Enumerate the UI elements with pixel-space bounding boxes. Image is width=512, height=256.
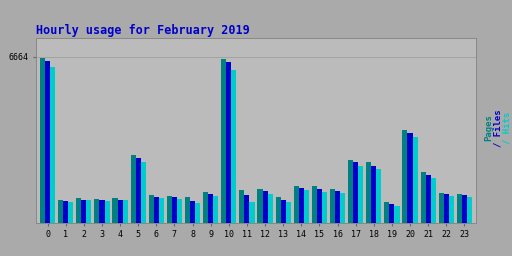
Bar	[389, 204, 394, 223]
Bar	[190, 201, 195, 223]
Bar	[131, 155, 136, 223]
Bar	[444, 194, 449, 223]
Bar	[408, 133, 413, 223]
Bar	[213, 196, 218, 223]
Bar	[275, 197, 281, 223]
Bar	[203, 191, 208, 223]
Bar	[385, 201, 389, 223]
Bar	[394, 206, 399, 223]
Bar	[322, 192, 327, 223]
Bar	[63, 201, 68, 223]
Bar	[172, 197, 177, 223]
Bar	[249, 202, 254, 223]
Bar	[268, 194, 273, 223]
Bar	[185, 197, 190, 223]
Bar	[123, 200, 127, 223]
Bar	[113, 198, 118, 223]
Bar	[159, 198, 164, 223]
Text: Pages: Pages	[484, 115, 494, 141]
Text: / Files: / Files	[494, 109, 503, 147]
Bar	[40, 58, 45, 223]
Bar	[50, 67, 55, 223]
Bar	[239, 190, 244, 223]
Bar	[340, 193, 345, 223]
Bar	[68, 202, 73, 223]
Bar	[195, 203, 200, 223]
Bar	[208, 194, 213, 223]
Bar	[286, 202, 291, 223]
Bar	[420, 172, 425, 223]
Bar	[294, 186, 299, 223]
Bar	[258, 189, 263, 223]
Bar	[167, 196, 172, 223]
Bar	[118, 200, 123, 223]
Bar	[304, 190, 309, 223]
Bar	[467, 197, 472, 223]
Bar	[462, 195, 467, 223]
Bar	[425, 175, 431, 223]
Bar	[431, 178, 436, 223]
Bar	[104, 201, 110, 223]
Bar	[58, 200, 63, 223]
Bar	[141, 162, 146, 223]
Bar	[317, 189, 322, 223]
Bar	[358, 166, 364, 223]
Bar	[376, 169, 381, 223]
Bar	[154, 197, 159, 223]
Bar	[371, 166, 376, 223]
Bar	[136, 158, 141, 223]
Bar	[353, 163, 358, 223]
Bar	[299, 188, 304, 223]
Bar	[45, 61, 50, 223]
Bar	[281, 200, 286, 223]
Bar	[226, 62, 231, 223]
Bar	[244, 195, 249, 223]
Text: / Hits: / Hits	[503, 112, 512, 144]
Text: Hourly usage for February 2019: Hourly usage for February 2019	[36, 24, 249, 37]
Bar	[87, 200, 92, 223]
Bar	[312, 186, 317, 223]
Bar	[94, 199, 99, 223]
Bar	[335, 191, 340, 223]
Bar	[449, 196, 454, 223]
Bar	[330, 189, 335, 223]
Bar	[177, 199, 182, 223]
Bar	[221, 59, 226, 223]
Bar	[99, 200, 104, 223]
Bar	[231, 70, 237, 223]
Bar	[81, 200, 87, 223]
Bar	[263, 191, 268, 223]
Bar	[148, 195, 154, 223]
Bar	[439, 193, 444, 223]
Bar	[76, 198, 81, 223]
Bar	[366, 163, 371, 223]
Bar	[413, 137, 418, 223]
Bar	[402, 130, 408, 223]
Bar	[348, 160, 353, 223]
Bar	[457, 194, 462, 223]
